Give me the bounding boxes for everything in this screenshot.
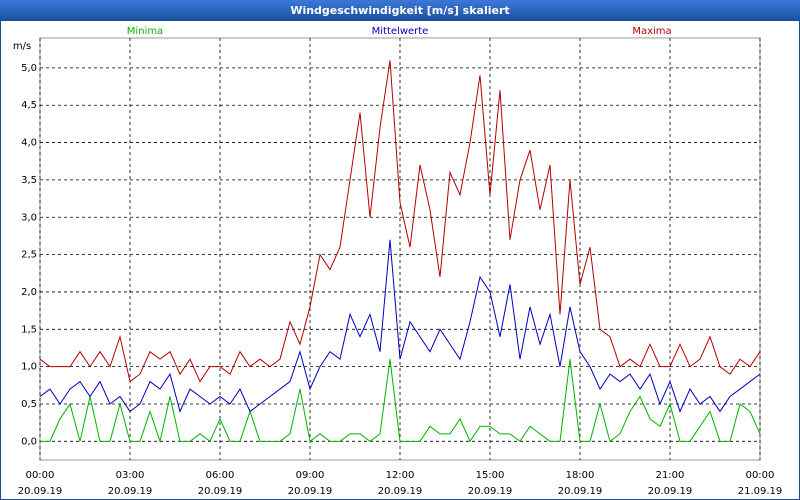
window-title: Windgeschwindigkeit [m/s] skaliert bbox=[290, 4, 509, 17]
y-tick-label: 0,5 bbox=[21, 399, 37, 410]
legend-entry: Minima bbox=[127, 26, 163, 37]
x-tick-label: 00:00 21.09.19 bbox=[738, 470, 783, 497]
data-line bbox=[40, 359, 761, 444]
y-tick-label: 0,0 bbox=[21, 436, 37, 447]
y-tick-label: 3,5 bbox=[21, 175, 37, 186]
legend-entry: Maxima bbox=[632, 26, 671, 37]
data-line bbox=[39, 60, 761, 383]
y-unit: m/s bbox=[13, 41, 31, 52]
x-tick-label: 12:00 20.09.19 bbox=[378, 470, 423, 497]
x-tick-label: 15:00 20.09.19 bbox=[468, 470, 513, 497]
data-line bbox=[39, 239, 761, 413]
y-tick-label: 4,0 bbox=[21, 138, 37, 149]
x-tick-label: 09:00 20.09.19 bbox=[288, 470, 333, 497]
y-tick-label: 1,0 bbox=[21, 362, 37, 373]
x-tick-label: 00:00 20.09.19 bbox=[18, 470, 63, 497]
title-bar bbox=[0, 0, 800, 21]
y-tick-label: 4,5 bbox=[21, 100, 37, 111]
y-tick-label: 5,0 bbox=[21, 63, 37, 74]
x-tick-label: 03:00 20.09.19 bbox=[108, 470, 153, 497]
y-tick-label: 1,5 bbox=[21, 324, 37, 335]
y-tick-label: 2,5 bbox=[21, 250, 37, 261]
x-tick-label: 18:00 20.09.19 bbox=[558, 470, 603, 497]
x-tick-label: 21:00 20.09.19 bbox=[648, 470, 693, 497]
y-tick-label: 3,0 bbox=[21, 212, 37, 223]
x-tick-label: 06:00 20.09.19 bbox=[198, 470, 243, 497]
y-tick-label: 2,0 bbox=[21, 287, 37, 298]
legend-entry: Mittelwerte bbox=[372, 26, 429, 37]
